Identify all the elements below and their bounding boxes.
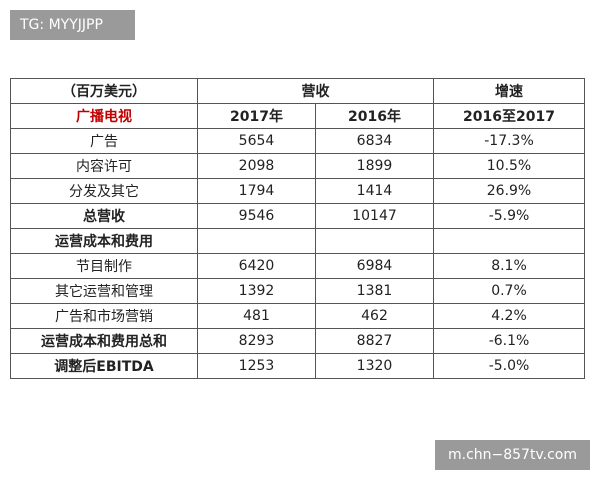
table-row: 调整后EBITDA 1253 1320 -5.0%: [10, 353, 585, 379]
table-cell: 6984: [315, 253, 434, 279]
table-cell: 1320: [315, 353, 434, 379]
table-cell: 2017年: [197, 103, 316, 129]
table-cell: 广告: [10, 128, 198, 154]
table-row: 运营成本和费用: [10, 228, 585, 254]
table-row: 运营成本和费用总和 8293 8827 -6.1%: [10, 328, 585, 354]
table-row: 总营收 9546 10147 -5.9%: [10, 203, 585, 229]
table-cell: 8.1%: [433, 253, 585, 279]
table-cell: -6.1%: [433, 328, 585, 354]
table-cell: 1392: [197, 278, 316, 304]
table-cell: 节目制作: [10, 253, 198, 279]
table-cell: 营收: [197, 78, 434, 104]
table-cell: 调整后EBITDA: [10, 353, 198, 379]
watermark: TG: MYYJJPP: [10, 10, 135, 40]
table-cell: 1381: [315, 278, 434, 304]
empty-cell: [315, 228, 434, 254]
table-cell: 广播电视: [10, 103, 198, 129]
empty-cell: [433, 228, 585, 254]
table-cell: 2016至2017: [433, 103, 585, 129]
table-cell: 2016年: [315, 103, 434, 129]
table-cell: 10.5%: [433, 153, 585, 179]
table-cell: 运营成本和费用: [10, 228, 198, 254]
table-cell: 分发及其它: [10, 178, 198, 204]
table-cell: 运营成本和费用总和: [10, 328, 198, 354]
table-row: 分发及其它 1794 1414 26.9%: [10, 178, 585, 204]
table-cell: 8827: [315, 328, 434, 354]
table-cell: 1253: [197, 353, 316, 379]
table-row: 其它运营和管理 1392 1381 0.7%: [10, 278, 585, 304]
table-cell: 9546: [197, 203, 316, 229]
table-cell: 8293: [197, 328, 316, 354]
table-cell: 10147: [315, 203, 434, 229]
revenue-table: （百万美元） 营收 增速 广播电视 2017年 2016年 2016至2017 广告 5654 6…: [10, 78, 585, 379]
table-row: 广告和市场营销 481 462 4.2%: [10, 303, 585, 329]
table-cell: 1794: [197, 178, 316, 204]
table-row: 广播电视 2017年 2016年 2016至2017: [10, 103, 585, 129]
table-row: 节目制作 6420 6984 8.1%: [10, 253, 585, 279]
table-row: 广告 5654 6834 -17.3%: [10, 128, 585, 154]
table-cell: 其它运营和管理: [10, 278, 198, 304]
table-cell: 5654: [197, 128, 316, 154]
table-cell: -5.9%: [433, 203, 585, 229]
table-cell: 总营收: [10, 203, 198, 229]
table-cell: 462: [315, 303, 434, 329]
table-cell: 1414: [315, 178, 434, 204]
watermark: m.chn−857tv.com: [435, 440, 590, 470]
table-cell: （百万美元）: [10, 78, 198, 104]
table-cell: -17.3%: [433, 128, 585, 154]
table-row: （百万美元） 营收 增速: [10, 78, 585, 104]
table-cell: -5.0%: [433, 353, 585, 379]
table-cell: 增速: [433, 78, 585, 104]
table-cell: 6420: [197, 253, 316, 279]
table-cell: 内容许可: [10, 153, 198, 179]
table-cell: 广告和市场营销: [10, 303, 198, 329]
table-cell: 2098: [197, 153, 316, 179]
table-cell: 481: [197, 303, 316, 329]
table-cell: 4.2%: [433, 303, 585, 329]
table-cell: 26.9%: [433, 178, 585, 204]
empty-cell: [197, 228, 316, 254]
table-row: 内容许可 2098 1899 10.5%: [10, 153, 585, 179]
table-cell: 1899: [315, 153, 434, 179]
table-cell: 6834: [315, 128, 434, 154]
table-cell: 0.7%: [433, 278, 585, 304]
